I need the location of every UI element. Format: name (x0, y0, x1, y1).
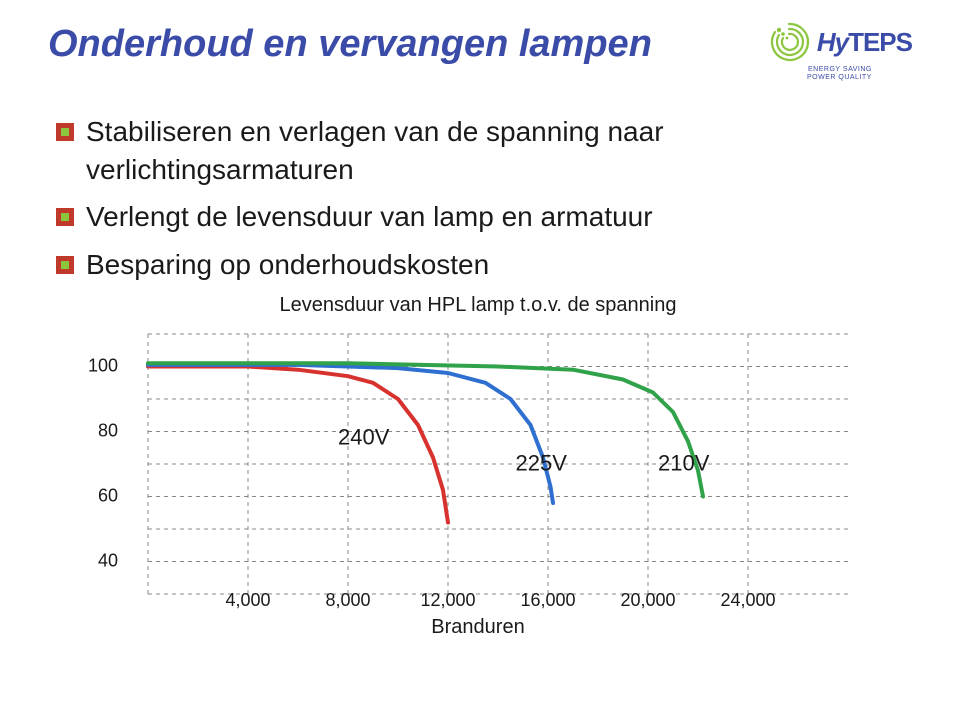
x-tick: 20,000 (620, 590, 675, 611)
logo-text: HyTEPS (817, 27, 912, 58)
x-tick: 16,000 (520, 590, 575, 611)
slide: Onderhoud en vervangen lampen HyTEPS (0, 0, 960, 720)
x-tick: 24,000 (720, 590, 775, 611)
swirl-icon (767, 20, 811, 64)
bullet-item: Stabiliseren en verlagen van de spanning… (56, 113, 912, 189)
y-tick: 80 (78, 421, 118, 442)
series-210V (148, 363, 703, 496)
y-tick: 100 (78, 356, 118, 377)
bullet-text: Besparing op onderhoudskosten (86, 246, 489, 284)
chart: Levensduur van HPL lamp t.o.v. de spanni… (88, 294, 868, 654)
bullet-list: Stabiliseren en verlagen van de spanning… (48, 113, 912, 284)
x-tick: 8,000 (325, 590, 370, 611)
header-row: Onderhoud en vervangen lampen HyTEPS (48, 24, 912, 83)
bullet-icon (56, 208, 74, 226)
y-tick: 60 (78, 486, 118, 507)
bullet-item: Verlengt de levensduur van lamp en armat… (56, 198, 912, 236)
series-label-240V: 240V (338, 424, 390, 449)
x-tick: 4,000 (225, 590, 270, 611)
logo: HyTEPS ENERGY SAVING POWER QUALITY (767, 20, 912, 83)
bullet-text: Verlengt de levensduur van lamp en armat… (86, 198, 653, 236)
bullet-icon (56, 256, 74, 274)
series-label-225V: 225V (516, 450, 568, 475)
y-tick: 40 (78, 551, 118, 572)
bullet-icon (56, 123, 74, 141)
page-title: Onderhoud en vervangen lampen (48, 24, 652, 66)
chart-svg: 240V 225V 210V (88, 324, 868, 624)
series-label-210V: 210V (658, 450, 710, 475)
logo-tagline: ENERGY SAVING POWER QUALITY (807, 66, 872, 83)
bullet-item: Besparing op onderhoudskosten (56, 246, 912, 284)
series-240V (148, 366, 448, 522)
x-axis-label: Branduren (88, 616, 868, 639)
chart-title: Levensduur van HPL lamp t.o.v. de spanni… (88, 294, 868, 317)
bullet-text: Stabiliseren en verlagen van de spanning… (86, 113, 912, 189)
x-tick: 12,000 (420, 590, 475, 611)
